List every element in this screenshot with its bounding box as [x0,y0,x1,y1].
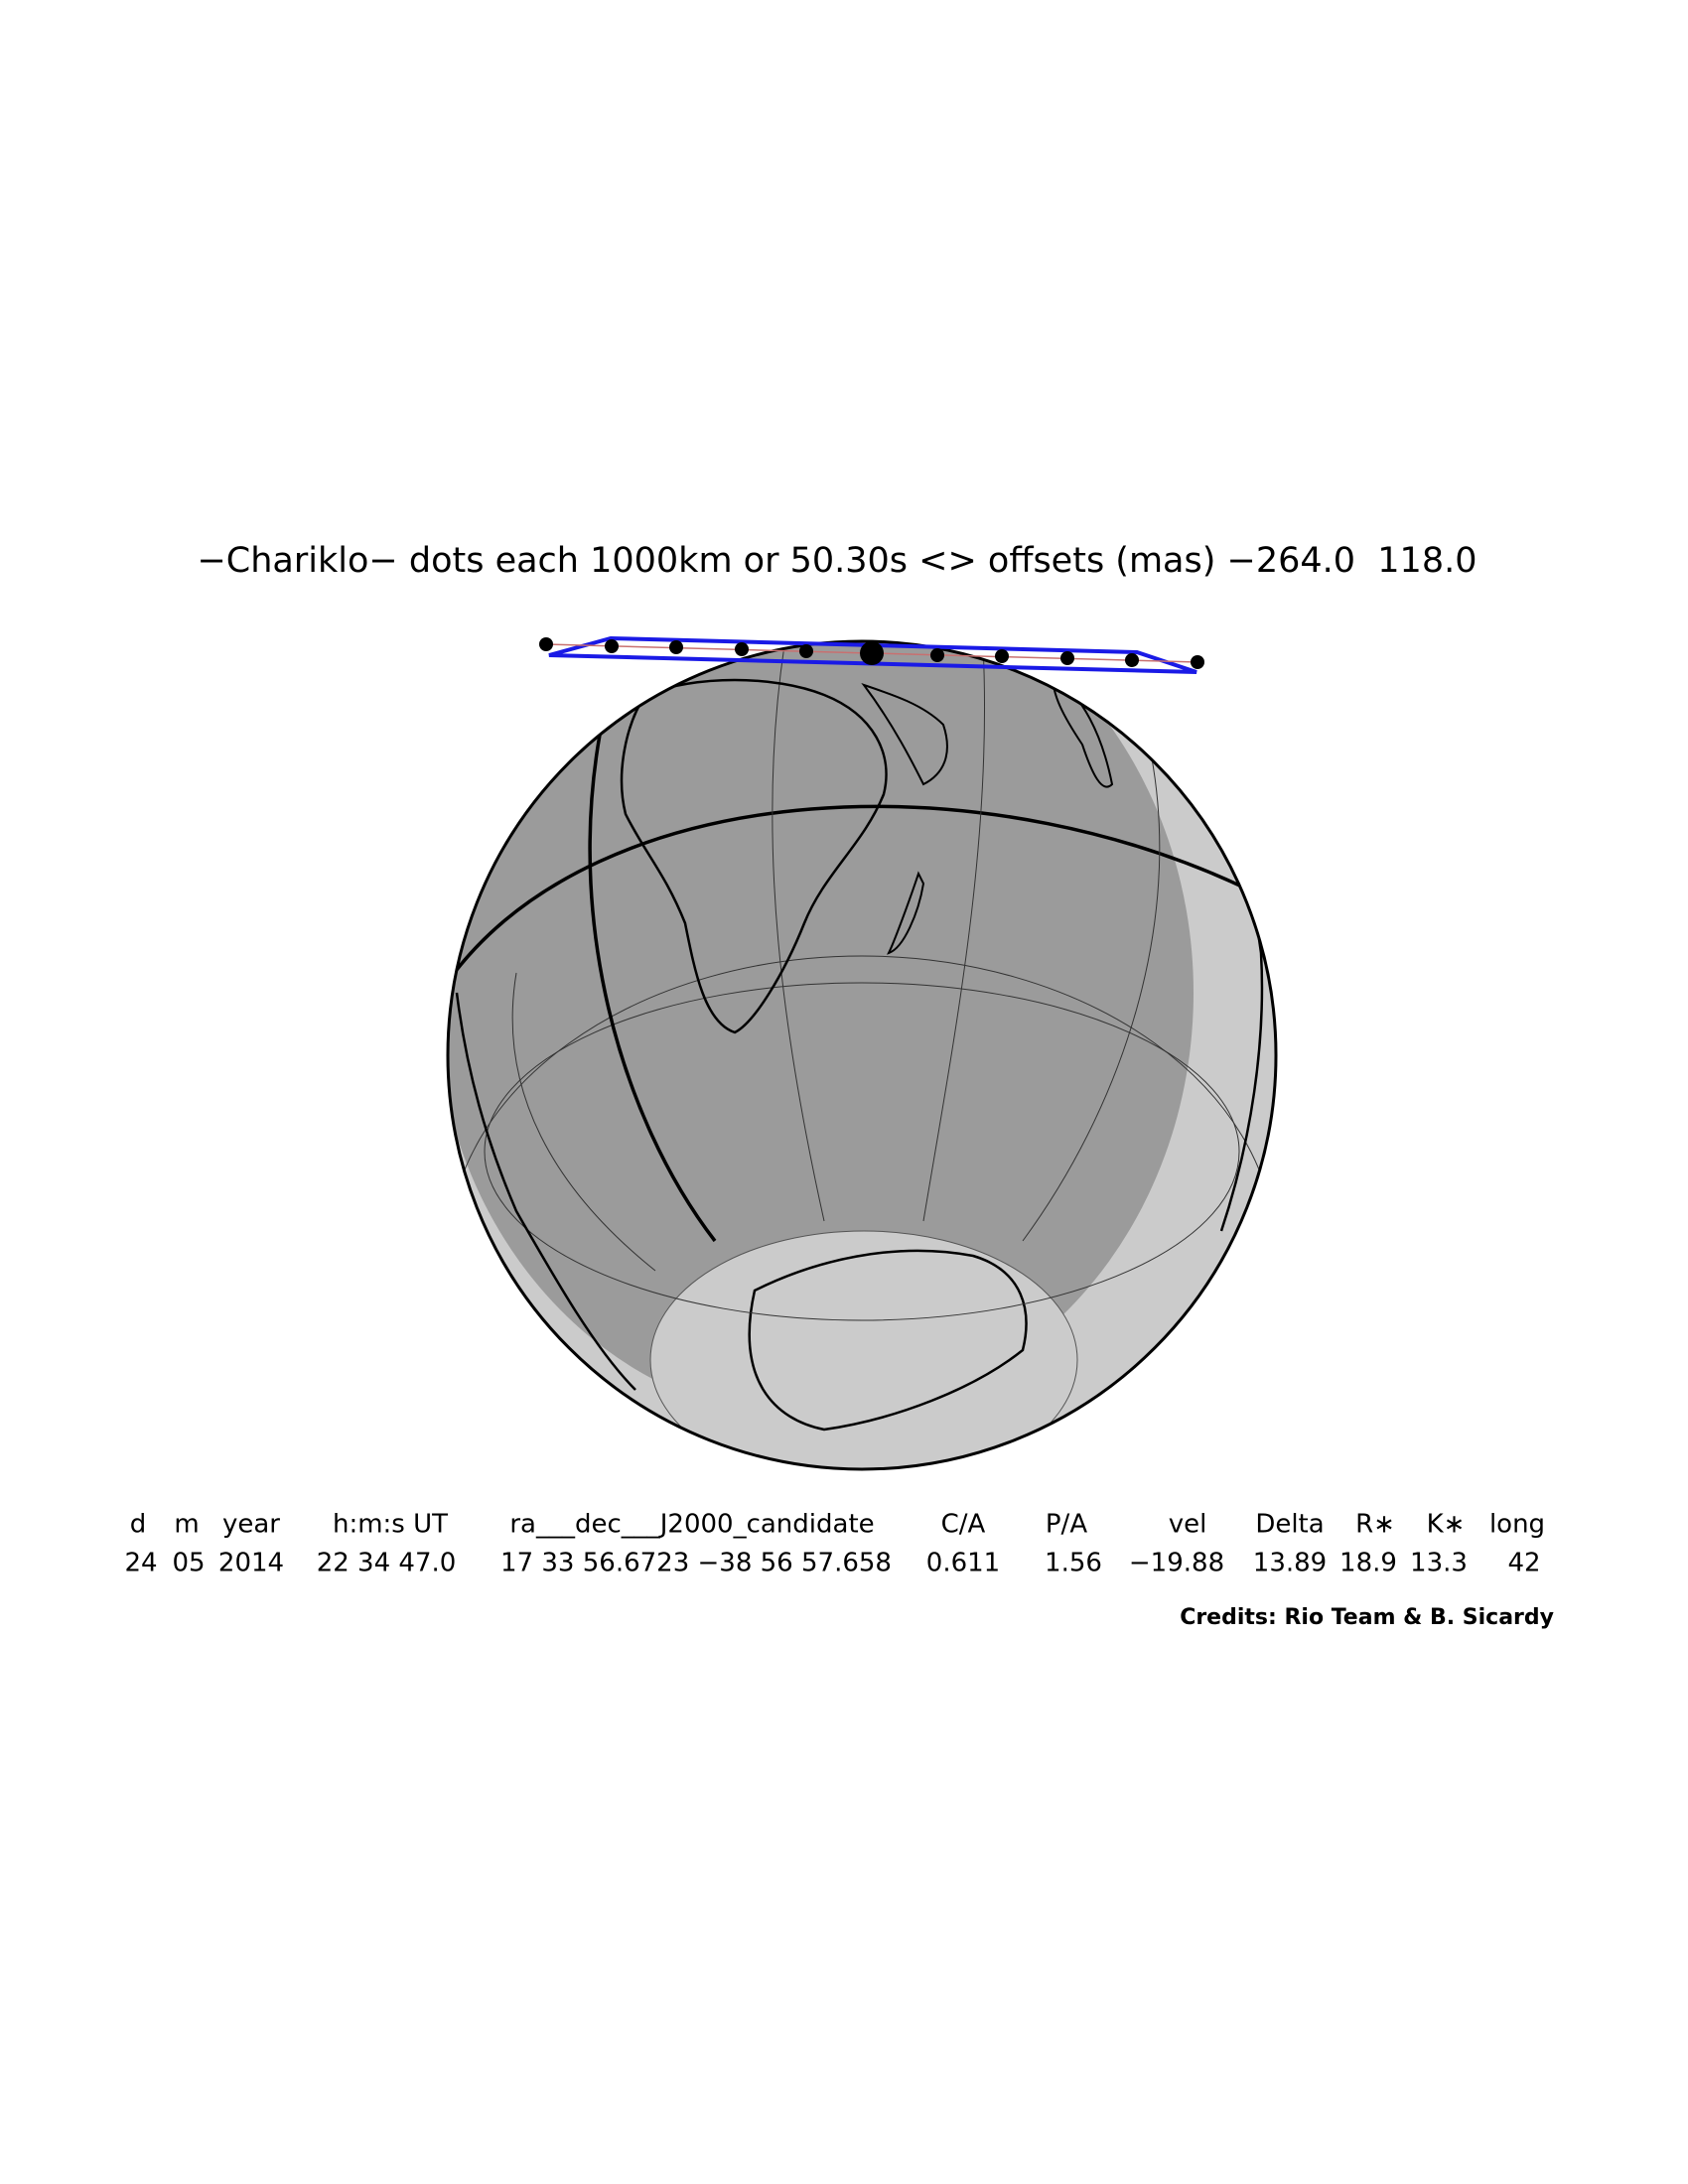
cell: −19.88 [1129,1549,1224,1578]
column-header: C/A [941,1510,986,1540]
cell: 42 [1507,1549,1540,1578]
column-header: d [130,1510,147,1540]
column-header: K∗ [1427,1510,1466,1540]
cell: 17 33 56.6723 −38 56 57.658 [500,1549,892,1578]
cell: 05 [172,1549,205,1578]
cell: 24 [124,1549,157,1578]
column-header: vel [1169,1510,1207,1540]
column-header: m [174,1510,199,1540]
column-header: P/A [1046,1510,1087,1540]
cell: 13.89 [1253,1549,1327,1578]
column-header: long [1489,1510,1545,1540]
cell: 18.9 [1339,1549,1397,1578]
shadow-path [539,635,1204,674]
cell: 13.3 [1410,1549,1468,1578]
column-header: R∗ [1355,1510,1395,1540]
cell: 1.56 [1045,1549,1102,1578]
column-header: Delta [1255,1510,1324,1540]
cell: 2014 [218,1549,284,1578]
title: −Chariklo− dots each 1000km or 50.30s <>… [197,541,1477,581]
column-header: ra___dec___J2000_candidate [509,1510,874,1540]
cell: 0.611 [926,1549,1000,1578]
column-header: h:m:s UT [333,1510,448,1540]
column-header: year [222,1510,280,1540]
credits: Credits: Rio Team & B. Sicardy [1180,1605,1554,1630]
event-table: d m year h:m:s UT ra___dec___J2000_candidate… [124,1510,1545,1578]
globe [446,639,1278,1471]
cell: 22 34 47.0 [317,1549,457,1578]
